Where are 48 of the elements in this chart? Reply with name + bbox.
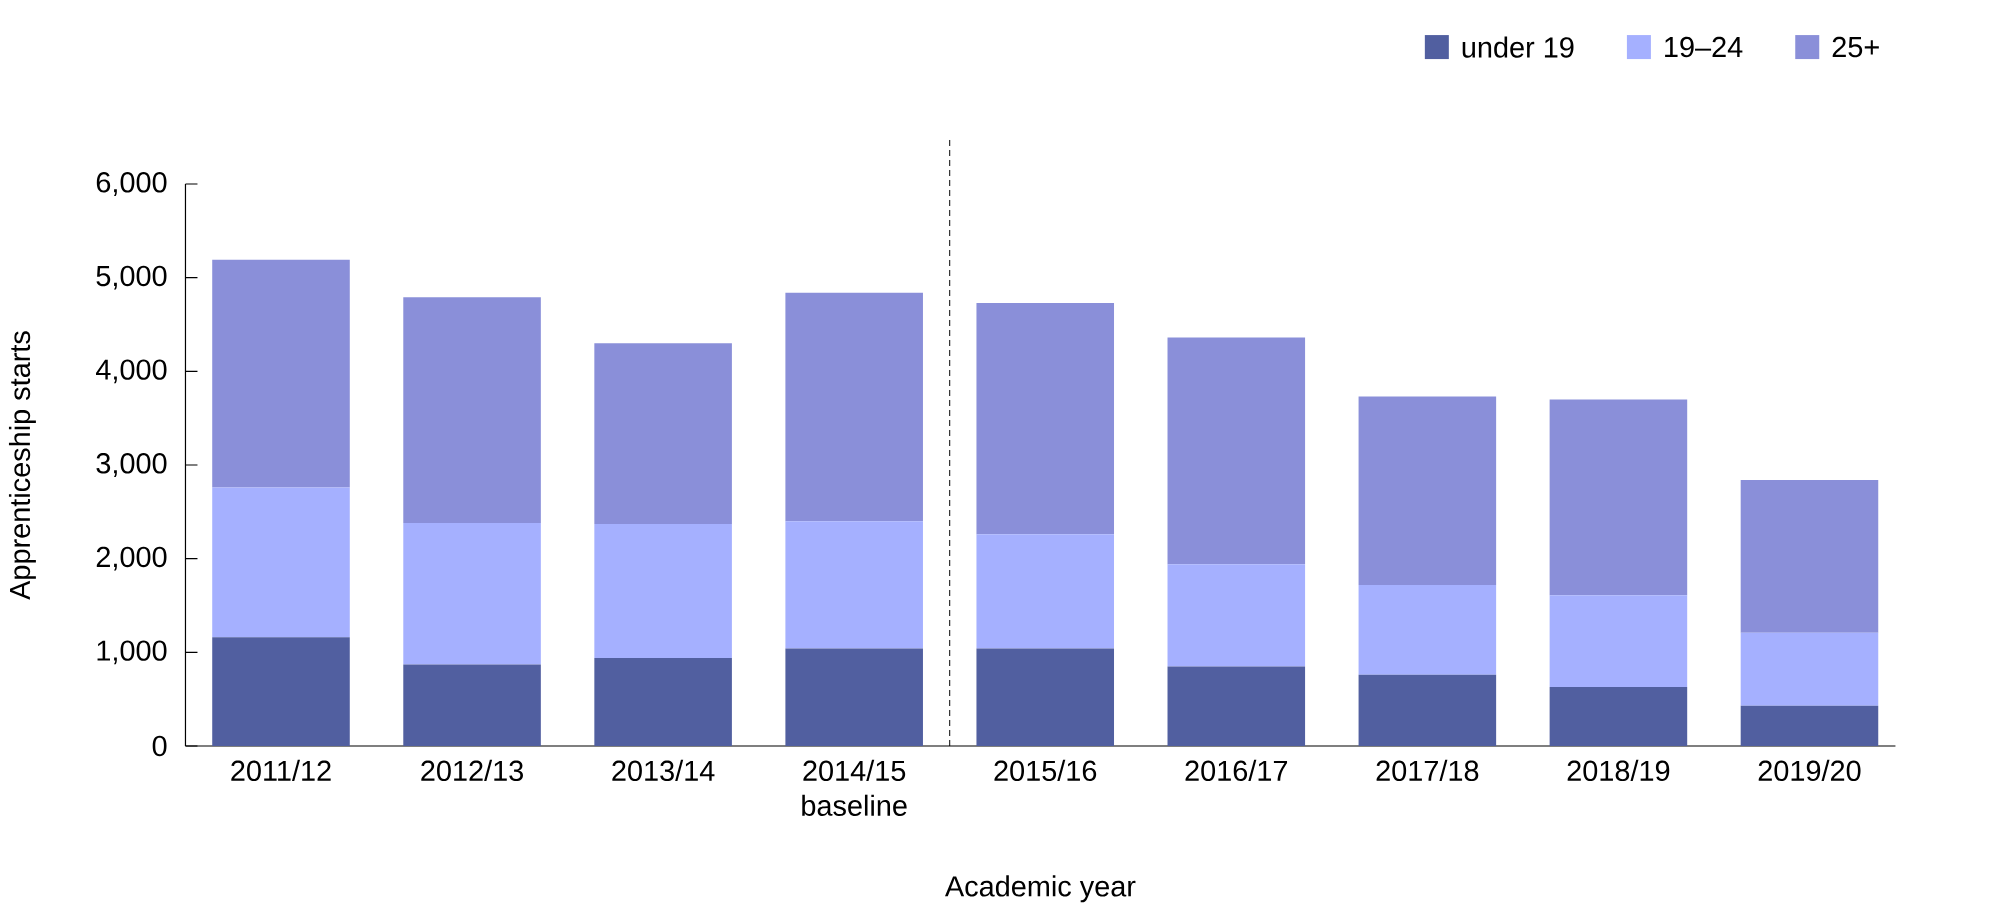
bar bbox=[785, 521, 923, 649]
bar bbox=[212, 259, 350, 488]
x-tick-label: 2012/13 bbox=[421, 759, 523, 782]
x-tick-label: 2015/16 bbox=[994, 759, 1097, 782]
legend-label: under 19 bbox=[1462, 36, 1574, 58]
bar bbox=[212, 487, 350, 638]
bar bbox=[1740, 705, 1879, 746]
x-tick-label: 2019/20 bbox=[1758, 759, 1861, 782]
bar bbox=[212, 637, 350, 746]
bar bbox=[1358, 584, 1497, 675]
x-tick-label: 2013/14 bbox=[612, 759, 715, 782]
x-tick-label: 2018/19 bbox=[1567, 759, 1670, 782]
bar bbox=[403, 523, 541, 665]
x-tick-label: 2011/12 bbox=[231, 759, 331, 782]
bar bbox=[403, 664, 541, 746]
bar bbox=[1740, 479, 1879, 633]
bar bbox=[594, 524, 732, 658]
y-tick-label: 1,000 bbox=[97, 640, 167, 665]
bar bbox=[785, 648, 923, 746]
y-tick-label: 0 bbox=[152, 735, 167, 757]
legend-label: 25+ bbox=[1832, 36, 1879, 58]
bar bbox=[1740, 632, 1879, 706]
x-tick-label: 2016/17 bbox=[1185, 759, 1288, 782]
y-tick-label: 5,000 bbox=[96, 265, 167, 290]
y-tick-label: 3,000 bbox=[96, 453, 167, 477]
bar bbox=[976, 534, 1115, 649]
bar bbox=[594, 657, 732, 746]
bar bbox=[1549, 595, 1688, 687]
bar bbox=[594, 343, 732, 525]
bar bbox=[1167, 337, 1306, 565]
bar bbox=[785, 292, 923, 522]
bar bbox=[976, 648, 1115, 746]
bar bbox=[1167, 666, 1306, 746]
y-tick-label: 4,000 bbox=[96, 359, 167, 384]
bar bbox=[976, 302, 1115, 535]
y-tick-label: 2,000 bbox=[96, 546, 167, 571]
bar bbox=[1549, 686, 1688, 746]
bar bbox=[1167, 564, 1306, 667]
x-tick-label: 2014/15 baseline bbox=[802, 759, 907, 816]
bar bbox=[1549, 399, 1688, 596]
y-axis-title: Apprenticeship starts bbox=[8, 331, 36, 600]
x-tick-label: 2017/18 bbox=[1376, 759, 1479, 782]
x-axis-title: Academic year bbox=[944, 875, 1136, 903]
y-tick-label: 6,000 bbox=[96, 172, 167, 196]
bar bbox=[1358, 396, 1497, 585]
bar bbox=[403, 297, 541, 524]
legend-label: 19–24 bbox=[1665, 36, 1743, 58]
bar bbox=[1358, 674, 1497, 746]
